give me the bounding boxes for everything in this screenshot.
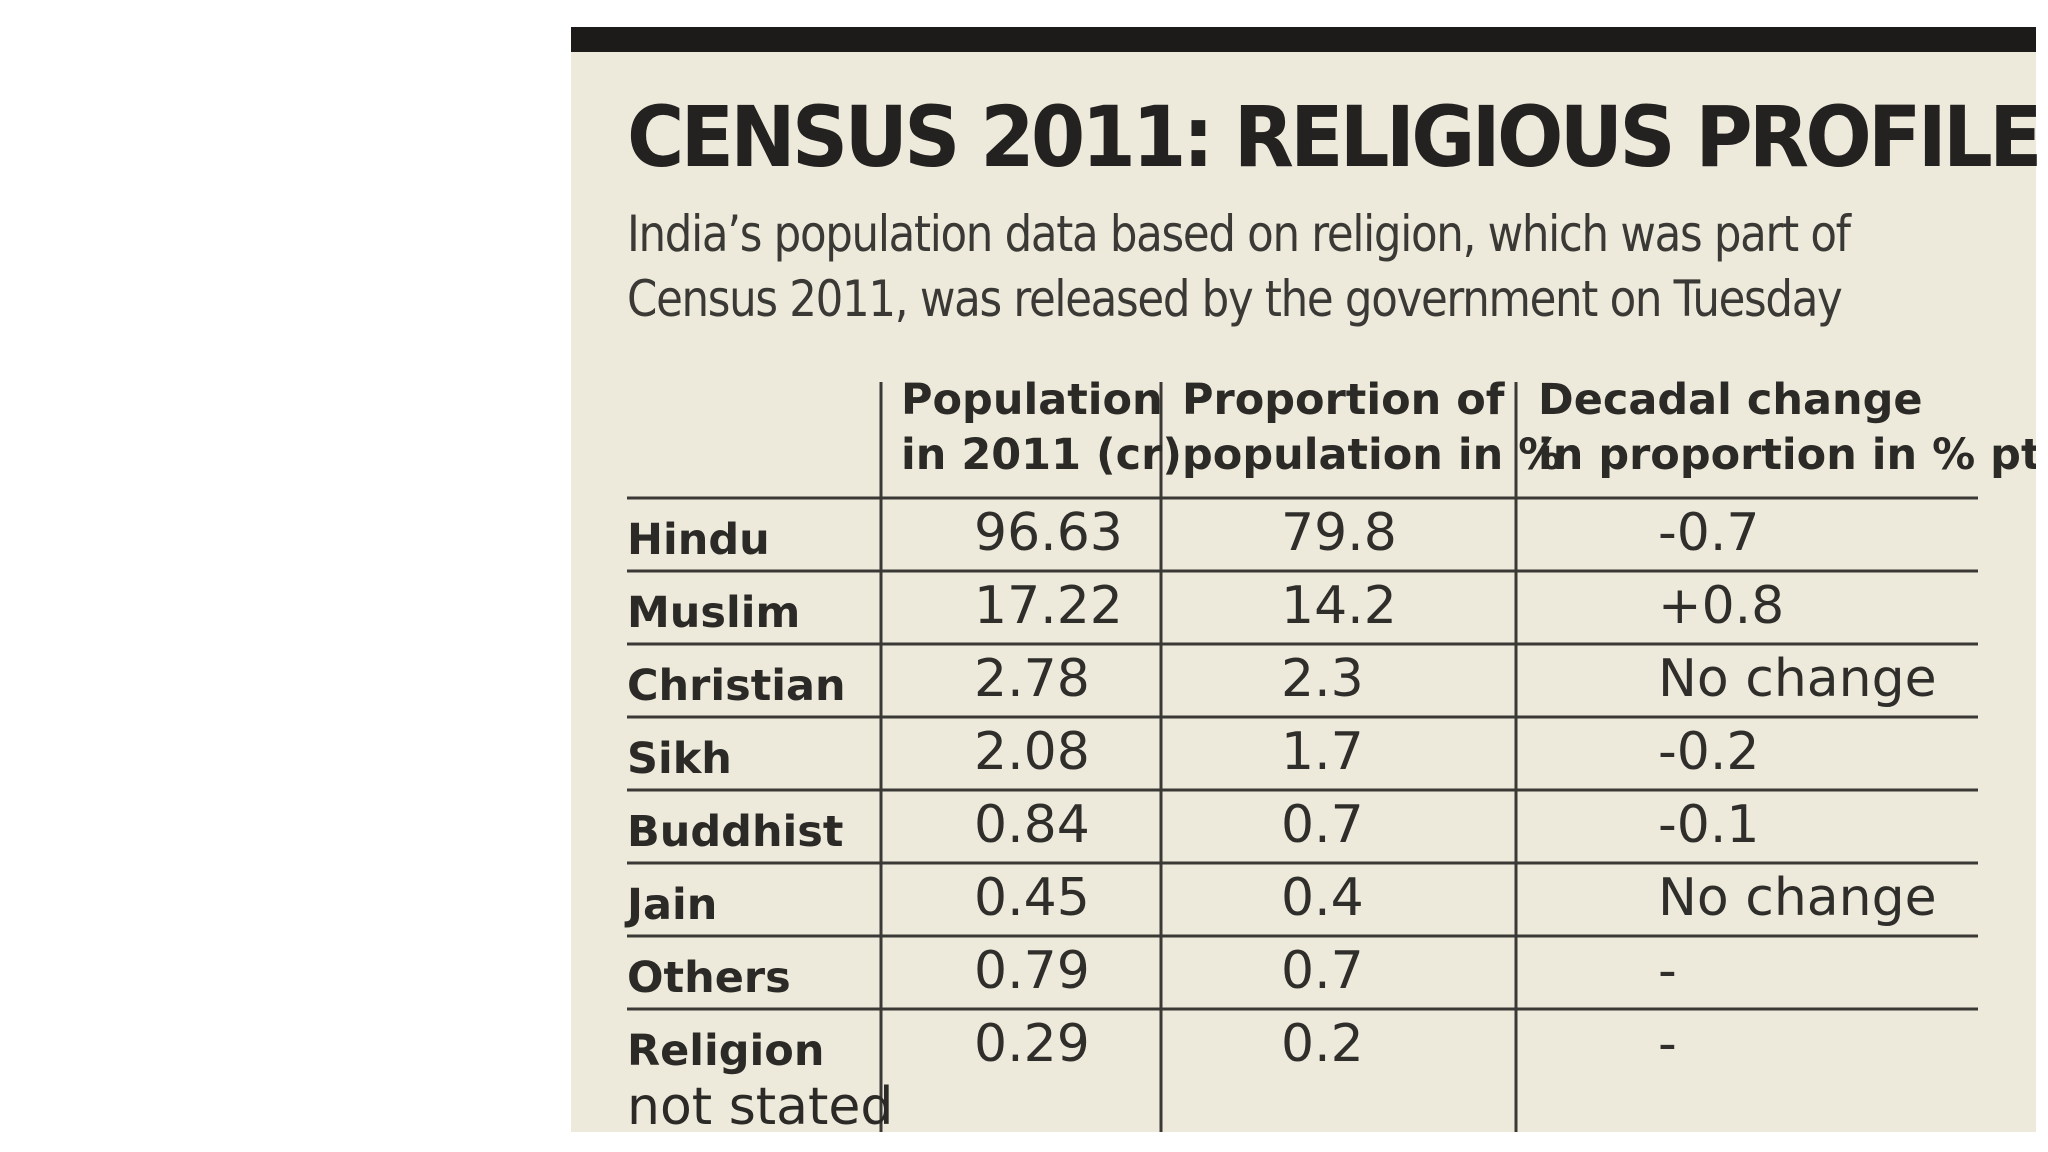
row-label: Buddhist — [627, 807, 843, 857]
col-header-proportion-line1: Proportion of — [1182, 375, 1506, 425]
proportion-cell: 0.7 — [1281, 795, 1364, 855]
row-label: Sikh — [627, 734, 732, 784]
population-cell: 0.45 — [974, 868, 1090, 928]
table-row: Sikh 2.08 1.7 -0.2 — [627, 722, 1759, 784]
col-header-population-line2: in 2011 (cr) — [901, 430, 1182, 480]
col-header-population-line1: Population — [901, 375, 1163, 425]
row-label: Others — [627, 953, 791, 1003]
table-row: Buddhist 0.84 0.7 -0.1 — [627, 795, 1759, 857]
decadal-change-cell: +0.8 — [1658, 576, 1784, 636]
table-row: Hindu 96.63 79.8 -0.7 — [627, 503, 1759, 565]
population-cell: 2.78 — [974, 649, 1090, 709]
proportion-cell: 0.2 — [1281, 1014, 1364, 1074]
table-row: Christian 2.78 2.3 No change — [627, 649, 1937, 711]
row-label: Religion — [627, 1026, 824, 1076]
table-grid — [627, 382, 1978, 1132]
chart-subtitle: India’s population data based on religio… — [627, 205, 1851, 328]
table-row: Jain 0.45 0.4 No change — [624, 868, 1937, 930]
col-header-change-line2: in proportion in % pts — [1538, 430, 2036, 480]
row-label-line2: not stated — [627, 1077, 893, 1132]
proportion-cell: 0.4 — [1281, 868, 1364, 928]
row-label: Christian — [627, 661, 846, 711]
row-label: Hindu — [627, 515, 770, 565]
decadal-change-cell: -0.1 — [1658, 795, 1759, 855]
decadal-change-cell: -0.7 — [1658, 503, 1759, 563]
table-header: Population in 2011 (cr) Proportion of po… — [901, 375, 2036, 480]
population-cell: 2.08 — [974, 722, 1090, 782]
decadal-change-cell: - — [1658, 941, 1677, 1001]
row-label: Jain — [624, 880, 717, 930]
chart-title: CENSUS 2011: RELIGIOUS PROFILE — [627, 88, 2042, 186]
proportion-cell: 2.3 — [1281, 649, 1364, 709]
religion-table: Population in 2011 (cr) Proportion of po… — [624, 375, 2036, 1132]
population-cell: 17.22 — [974, 576, 1123, 636]
table-row: Muslim 17.22 14.2 +0.8 — [627, 576, 1784, 638]
card-top-bar — [571, 27, 2036, 52]
population-cell: 96.63 — [974, 503, 1123, 563]
row-label: Muslim — [627, 588, 800, 638]
col-header-proportion-line2: population in % — [1182, 430, 1561, 480]
table-row: Others 0.79 0.7 - — [627, 941, 1677, 1003]
proportion-cell: 0.7 — [1281, 941, 1364, 1001]
proportion-cell: 1.7 — [1281, 722, 1364, 782]
decadal-change-cell: No change — [1658, 649, 1937, 709]
census-card: CENSUS 2011: RELIGIOUS PROFILE India’s p… — [571, 27, 2042, 1132]
proportion-cell: 14.2 — [1281, 576, 1397, 636]
population-cell: 0.29 — [974, 1014, 1090, 1074]
decadal-change-cell: - — [1658, 1014, 1677, 1074]
population-cell: 0.84 — [974, 795, 1090, 855]
population-cell: 0.79 — [974, 941, 1090, 1001]
col-header-change-line1: Decadal change — [1538, 375, 1923, 425]
decadal-change-cell: No change — [1658, 868, 1937, 928]
proportion-cell: 79.8 — [1281, 503, 1397, 563]
decadal-change-cell: -0.2 — [1658, 722, 1759, 782]
